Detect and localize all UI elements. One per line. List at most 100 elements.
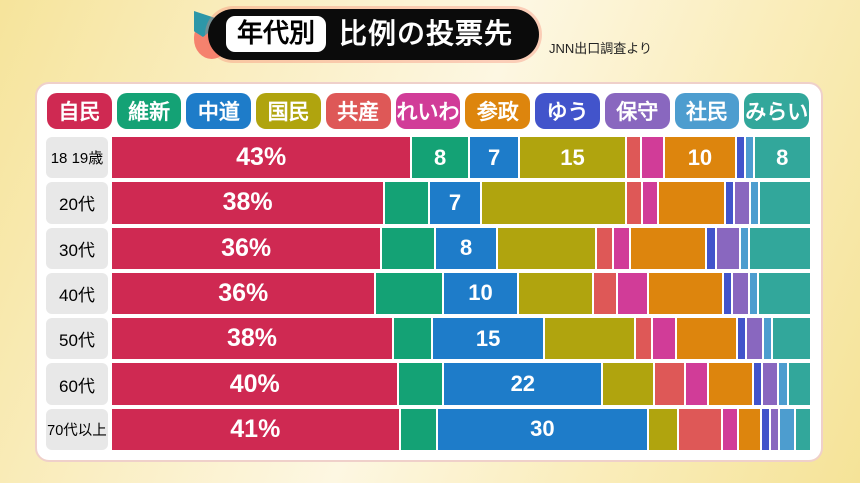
bar-segment-ゆう [762, 408, 770, 450]
row-label: 70代以上 [46, 408, 108, 450]
segment-value-label: 22 [510, 371, 536, 397]
legend-badge-共産: 共産 [325, 93, 391, 129]
source-note: JNN出口調査より [549, 40, 653, 56]
bar-segment-ゆう [736, 137, 744, 179]
bar-segment-共産 [655, 363, 684, 405]
chart-panel: 自民 維新 中道 国民 共産 れいわ 参政 ゆう 保守 社民 みらい 18 19歳 43% 8 7 15 10… [35, 82, 823, 462]
bar-segment-みらい [796, 408, 810, 450]
bar-segment-維新 [399, 363, 443, 405]
bar-segment-共産 [679, 408, 722, 450]
bar-segment-れいわ [723, 408, 738, 450]
bar-segment-国民 [545, 318, 634, 360]
bar-segment-国民 [481, 182, 625, 224]
bar-segment-ゆう [723, 272, 732, 315]
bar-segment-国民 [518, 272, 592, 315]
segment-value-label: 38% [227, 324, 278, 353]
bar-segment-国民 [497, 227, 595, 269]
bar-segment-れいわ [613, 227, 629, 269]
bar-segment-自民: 36% [112, 272, 375, 315]
bar-segment-共産 [626, 182, 641, 224]
bar-segment-保守 [771, 408, 779, 450]
segment-value-label: 38% [222, 188, 273, 217]
bar-segment-社民 [779, 363, 787, 405]
age-row: 50代 38% 15 [46, 318, 810, 360]
bar-segment-中道: 30 [437, 408, 648, 450]
bar-segment-共産 [635, 318, 651, 360]
bar-segment-社民 [749, 272, 757, 315]
bar-segment-維新: 8 [412, 137, 468, 179]
bar-segment-みらい [758, 272, 811, 315]
bar-segment-維新 [394, 318, 431, 360]
row-label: 40代 [46, 272, 108, 315]
title-category-badge: 年代別 [225, 16, 326, 52]
bar-segment-みらい [760, 182, 811, 224]
bar-segment-中道: 7 [469, 137, 519, 179]
bar-segment-保守 [733, 272, 748, 315]
bar-segment-自民: 36% [112, 227, 381, 269]
bar-segment-保守 [763, 363, 778, 405]
chart-header: 年代別 比例の投票先 JNN出口調査より [0, 9, 860, 60]
segment-value-label: 8 [460, 235, 473, 261]
segment-value-label: 8 [776, 144, 789, 170]
age-rows: 18 19歳 43% 8 7 15 10 8 20代 38% 7 30代 36% 8 40代 36% 10 50… [46, 137, 811, 450]
age-row: 60代 40% 22 [46, 363, 811, 405]
bar-segment-れいわ [643, 182, 658, 224]
bar-segment-れいわ [685, 363, 708, 405]
party-legend: 自民 維新 中道 国民 共産 れいわ 参政 ゆう 保守 社民 みらい [47, 93, 810, 129]
legend-badge-ゆう: ゆう [535, 93, 600, 129]
segment-value-label: 8 [434, 144, 447, 170]
row-label: 20代 [46, 182, 108, 224]
segment-value-label: 10 [687, 144, 713, 170]
bar-segment-維新 [385, 182, 429, 224]
bar-segment-国民: 15 [520, 137, 625, 179]
bar-segment-保守 [716, 227, 739, 269]
bar-segment-自民: 43% [112, 137, 411, 179]
stacked-bar: 36% 8 [112, 227, 811, 269]
bar-segment-自民: 38% [112, 182, 384, 224]
bar-segment-自民: 38% [112, 318, 393, 360]
bar-segment-みらい: 8 [754, 137, 811, 179]
bar-segment-社民 [780, 408, 795, 450]
age-row: 70代以上 41% 30 [46, 408, 810, 450]
row-label: 60代 [46, 363, 108, 405]
bar-segment-社民 [745, 137, 753, 179]
legend-badge-国民: 国民 [256, 93, 321, 129]
segment-value-label: 36% [221, 233, 272, 262]
bar-segment-中道: 15 [432, 318, 544, 360]
page-title: 比例の投票先 [338, 18, 513, 50]
stacked-bar: 40% 22 [112, 363, 811, 405]
segment-value-label: 40% [229, 369, 280, 398]
segment-value-label: 10 [468, 280, 493, 306]
bar-segment-みらい [773, 318, 810, 360]
bar-segment-ゆう [725, 182, 733, 224]
segment-value-label: 41% [230, 414, 281, 443]
stacked-bar: 38% 7 [112, 182, 811, 224]
stacked-bar: 43% 8 7 15 10 8 [112, 137, 811, 179]
row-label: 50代 [46, 318, 108, 360]
bar-segment-ゆう [707, 227, 715, 269]
age-row: 40代 36% 10 [46, 272, 811, 315]
legend-badge-れいわ: れいわ [395, 93, 461, 129]
bar-segment-保守 [734, 182, 749, 224]
segment-value-label: 36% [218, 278, 269, 307]
row-label: 18 19歳 [46, 137, 108, 179]
bar-segment-中道: 22 [444, 363, 602, 405]
age-row: 18 19歳 43% 8 7 15 10 8 [46, 137, 811, 179]
legend-badge-参政: 参政 [465, 93, 531, 129]
legend-badge-保守: 保守 [604, 93, 670, 129]
bar-segment-社民 [740, 227, 749, 269]
bar-segment-国民 [649, 408, 678, 450]
segment-value-label: 7 [488, 144, 501, 170]
bar-segment-参政 [709, 363, 753, 405]
legend-badge-社民: 社民 [674, 93, 740, 129]
legend-badge-自民: 自民 [47, 93, 112, 129]
bar-segment-維新 [400, 408, 436, 450]
bar-segment-共産 [626, 137, 641, 179]
bar-segment-維新 [376, 272, 443, 315]
bar-segment-みらい [788, 363, 811, 405]
bar-segment-ゆう [737, 318, 746, 360]
bar-segment-参政 [648, 272, 722, 315]
segment-value-label: 15 [560, 144, 585, 170]
title-pill: 年代別 比例の投票先 [207, 9, 539, 60]
bar-segment-参政 [739, 408, 761, 450]
